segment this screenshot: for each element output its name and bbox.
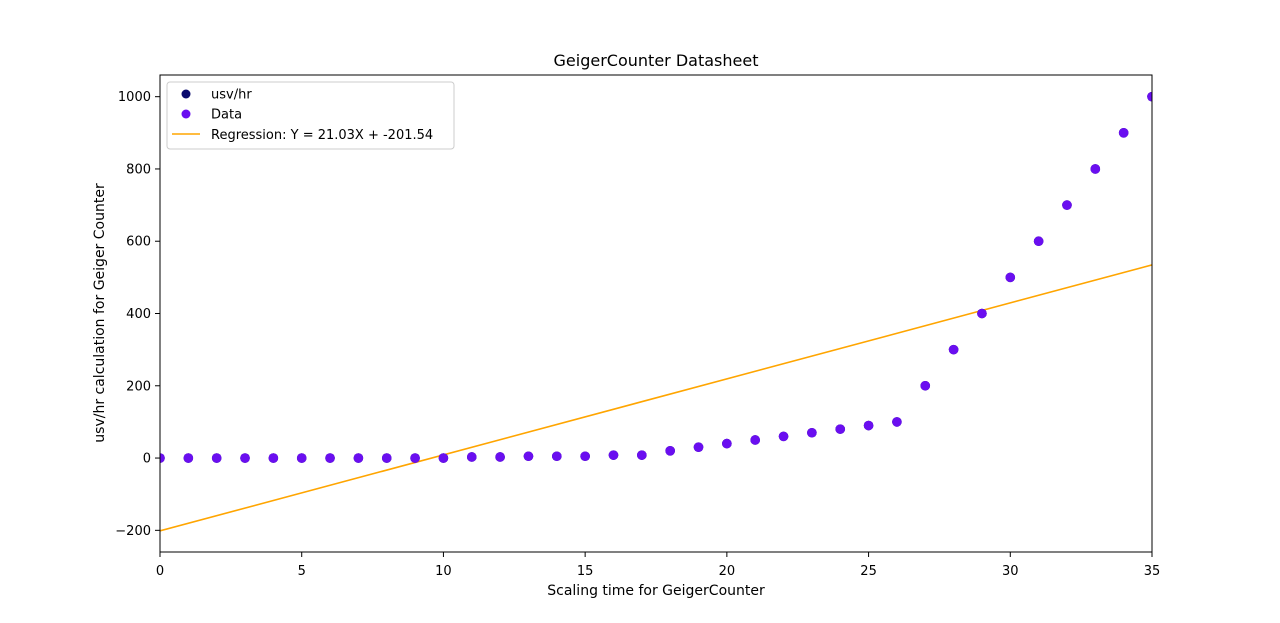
- data-point: [750, 435, 760, 445]
- data-point: [1118, 128, 1129, 138]
- data-point: [466, 452, 477, 462]
- data-point: [807, 427, 817, 438]
- y-axis-ticks: −200 0 200 400 600 800 1000: [115, 90, 160, 539]
- data-point: [863, 420, 874, 431]
- data-point: [1147, 91, 1152, 102]
- data-point: [977, 308, 987, 319]
- data-point: [1062, 200, 1072, 210]
- data-point: [552, 451, 562, 462]
- x-tick-label: 25: [860, 564, 877, 579]
- data-point: [183, 453, 194, 463]
- data-point: [778, 431, 789, 442]
- chart-title: GeigerCounter Datasheet: [554, 51, 759, 70]
- data-point: [722, 438, 732, 449]
- data-point: [268, 453, 279, 463]
- legend-marker-usv-hr: [181, 89, 191, 99]
- y-tick-label: 600: [126, 235, 151, 250]
- data-point: [1090, 164, 1101, 174]
- data-point: [438, 453, 449, 463]
- data-point: [1005, 272, 1016, 283]
- data-point: [240, 453, 250, 463]
- data-point: [608, 450, 619, 460]
- legend: usv/hr Data Regression: Y = 21.03X + -20…: [166, 81, 455, 150]
- legend-label-data: Data: [211, 108, 242, 123]
- y-tick-label: 0: [143, 452, 151, 467]
- data-point: [523, 451, 534, 462]
- x-tick-label: 30: [1002, 564, 1019, 579]
- data-point: [495, 452, 505, 462]
- x-axis-label: Scaling time for GeigerCounter: [547, 583, 765, 599]
- plot-frame: [159, 74, 1153, 553]
- legend-label-usv-hr: usv/hr: [211, 88, 252, 103]
- y-tick-label: −200: [115, 524, 151, 539]
- data-point: [353, 453, 364, 463]
- x-axis-ticks: 0 5 10 15 20 25 30 35: [156, 552, 1160, 579]
- y-axis-label: usv/hr calculation for Geiger Counter: [92, 183, 108, 443]
- data-point: [892, 417, 902, 427]
- data-point: [211, 453, 222, 463]
- data-point: [160, 453, 165, 463]
- data-point: [1033, 236, 1044, 247]
- regression-line: [160, 264, 1152, 532]
- data-point: [410, 453, 420, 463]
- data-point: [920, 380, 931, 391]
- y-tick-label: 200: [126, 379, 151, 394]
- x-tick-label: 10: [435, 564, 452, 579]
- legend-box: [166, 81, 455, 150]
- x-tick-label: 5: [298, 564, 306, 579]
- data-point: [948, 344, 959, 355]
- x-tick-label: 15: [577, 564, 594, 579]
- x-tick-label: 0: [156, 564, 164, 579]
- data-point: [325, 453, 335, 463]
- y-tick-label: 400: [126, 307, 151, 322]
- data-point: [296, 453, 307, 463]
- data-point: [665, 446, 675, 456]
- data-point: [580, 451, 590, 462]
- x-tick-label: 35: [1144, 564, 1161, 579]
- data-point: [637, 450, 647, 460]
- data-point: [835, 424, 846, 434]
- legend-marker-data: [181, 109, 191, 119]
- data-point: [693, 442, 704, 453]
- y-tick-label: 800: [126, 162, 151, 177]
- legend-label-regression: Regression: Y = 21.03X + -201.54: [211, 128, 433, 143]
- y-tick-label: 1000: [118, 90, 151, 105]
- plot-area: [160, 91, 1152, 532]
- data-point: [381, 453, 392, 463]
- x-tick-label: 20: [719, 564, 736, 579]
